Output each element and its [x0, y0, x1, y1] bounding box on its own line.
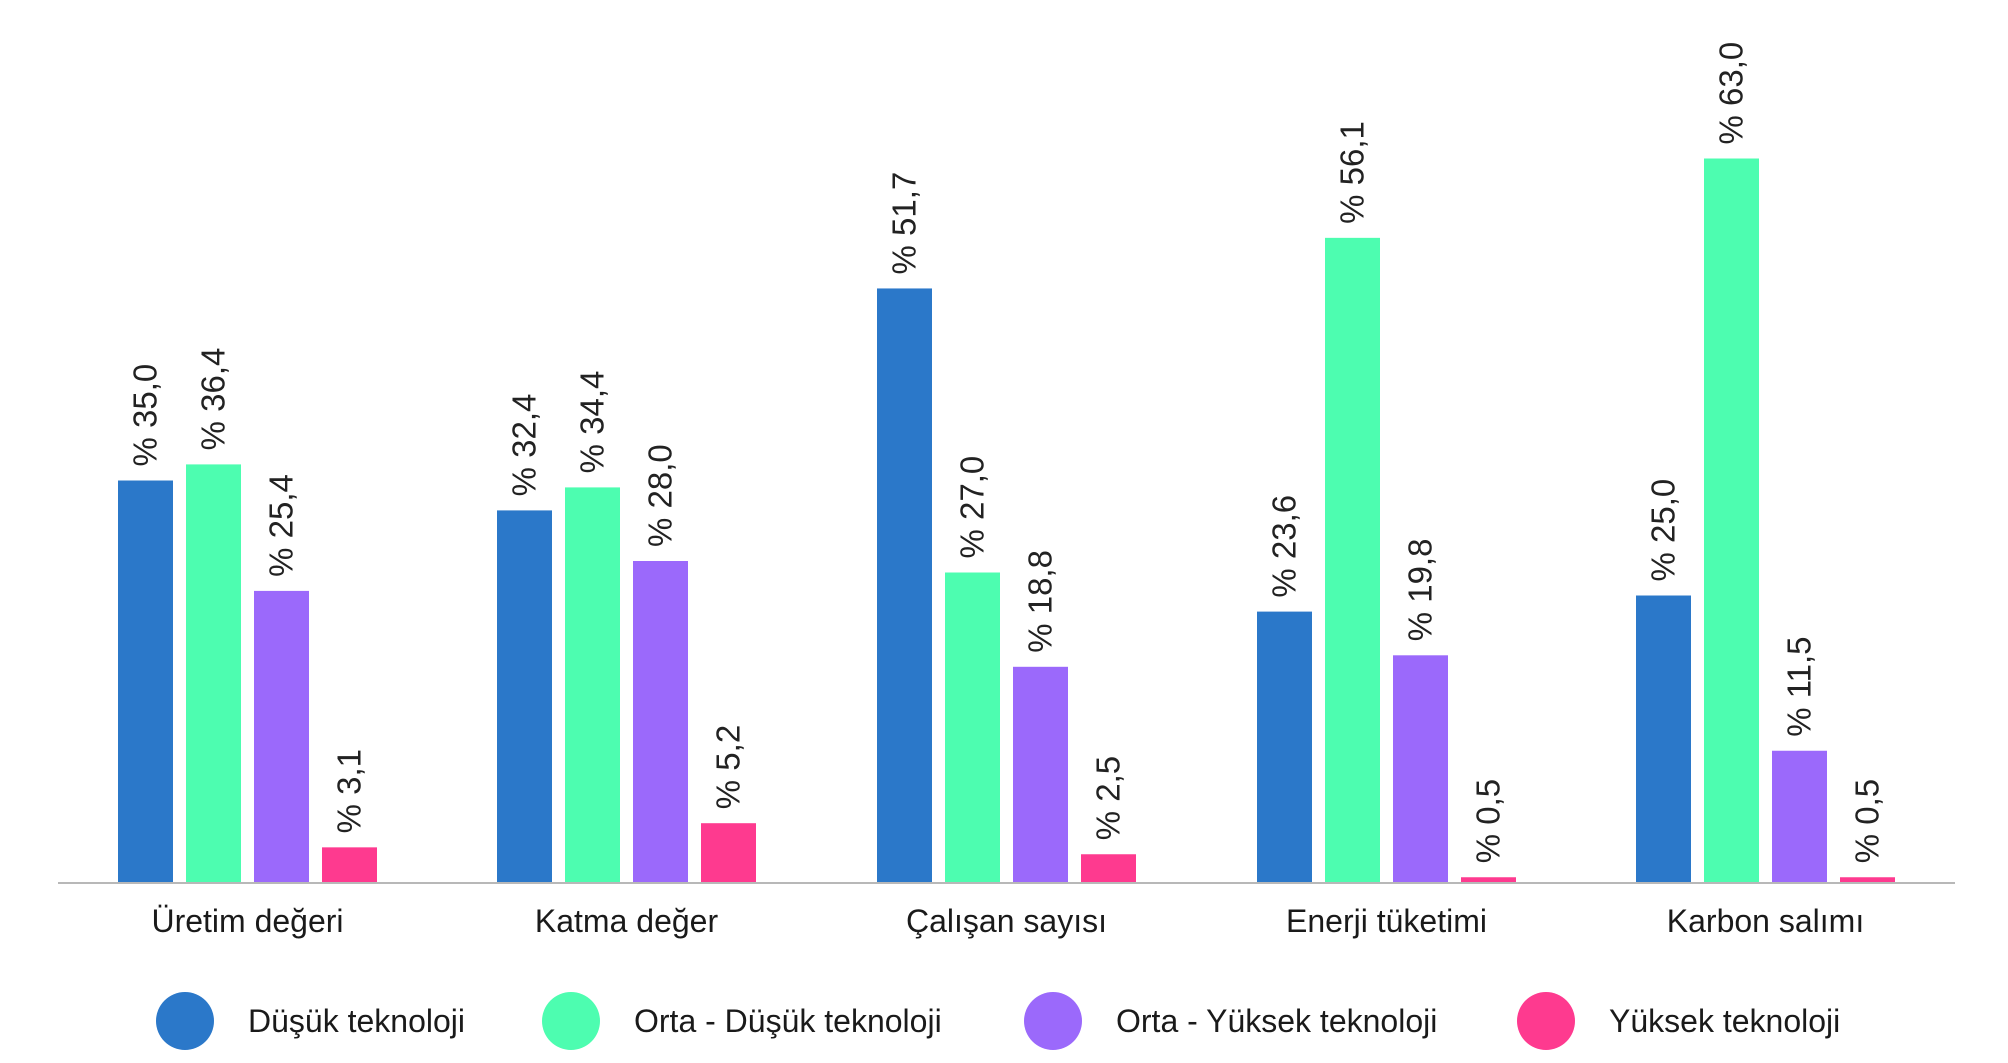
- value-label-2-4: % 5,2: [710, 725, 747, 809]
- category-label-4: Enerji tüketimi: [1286, 903, 1487, 939]
- value-label-5-3: % 11,5: [1781, 636, 1818, 736]
- value-label-4-1: % 23,6: [1266, 495, 1303, 598]
- bar-1-2: [186, 464, 241, 883]
- bar-2-3: [633, 561, 688, 883]
- value-label-3-1: % 51,7: [886, 172, 923, 275]
- bar-2-2: [565, 487, 620, 883]
- value-labels-layer: % 35,0 % 36,4 % 25,4 % 3,1 % 32,4 % 34,4 % 28,…: [127, 42, 1886, 864]
- bar-4-3: [1393, 655, 1448, 883]
- bar-2-4: [701, 823, 756, 883]
- value-label-3-4: % 2,5: [1090, 756, 1127, 840]
- category-label-5: Karbon salımı: [1667, 903, 1864, 939]
- legend-label-4: Yüksek teknoloji: [1609, 1003, 1840, 1039]
- category-label-1: Üretim değeri: [151, 903, 343, 939]
- bar-4-1: [1257, 611, 1312, 883]
- value-label-3-3: % 18,8: [1022, 550, 1059, 653]
- value-label-3-2: % 27,0: [954, 456, 991, 559]
- value-label-1-3: % 25,4: [263, 474, 300, 577]
- category-labels-layer: Üretim değeri Katma değer Çalışan sayısı En…: [151, 903, 1864, 939]
- value-label-2-2: % 34,4: [574, 371, 611, 474]
- legend-label-3: Orta - Yüksek teknoloji: [1116, 1003, 1437, 1039]
- legend-label-2: Orta - Düşük teknoloji: [634, 1003, 942, 1039]
- bar-4-2: [1325, 237, 1380, 884]
- bar-2-1: [497, 510, 552, 883]
- bar-5-1: [1636, 595, 1691, 883]
- category-label-3: Çalışan sayısı: [906, 903, 1107, 939]
- value-label-5-2: % 63,0: [1713, 42, 1750, 145]
- legend-swatch-4: [1517, 992, 1575, 1050]
- value-label-1-2: % 36,4: [195, 348, 232, 451]
- value-label-1-4: % 3,1: [331, 749, 368, 833]
- bar-3-2: [945, 572, 1000, 883]
- legend: Düşük teknoloji Orta - Düşük teknoloji Ort…: [156, 992, 1840, 1050]
- legend-swatch-1: [156, 992, 214, 1050]
- value-label-2-1: % 32,4: [506, 394, 543, 497]
- value-label-4-2: % 56,1: [1334, 121, 1371, 224]
- bar-3-3: [1013, 666, 1068, 883]
- bar-3-1: [877, 288, 932, 883]
- value-label-1-1: % 35,0: [127, 364, 164, 467]
- value-label-2-3: % 28,0: [642, 444, 679, 547]
- bars-layer: [118, 158, 1895, 884]
- category-label-2: Katma değer: [535, 903, 719, 939]
- bar-5-2: [1704, 158, 1759, 883]
- bar-1-3: [254, 590, 309, 883]
- value-label-5-4: % 0,5: [1849, 779, 1886, 863]
- legend-label-1: Düşük teknoloji: [248, 1003, 465, 1039]
- bar-4-4: [1461, 877, 1516, 883]
- legend-swatch-3: [1024, 992, 1082, 1050]
- bar-1-1: [118, 480, 173, 883]
- bar-3-4: [1081, 854, 1136, 883]
- value-label-4-3: % 19,8: [1402, 539, 1439, 642]
- bar-1-4: [322, 847, 377, 883]
- legend-swatch-2: [542, 992, 600, 1050]
- value-label-5-1: % 25,0: [1645, 479, 1682, 582]
- bar-5-3: [1772, 750, 1827, 883]
- value-label-4-4: % 0,5: [1470, 779, 1507, 863]
- bar-5-4: [1840, 877, 1895, 883]
